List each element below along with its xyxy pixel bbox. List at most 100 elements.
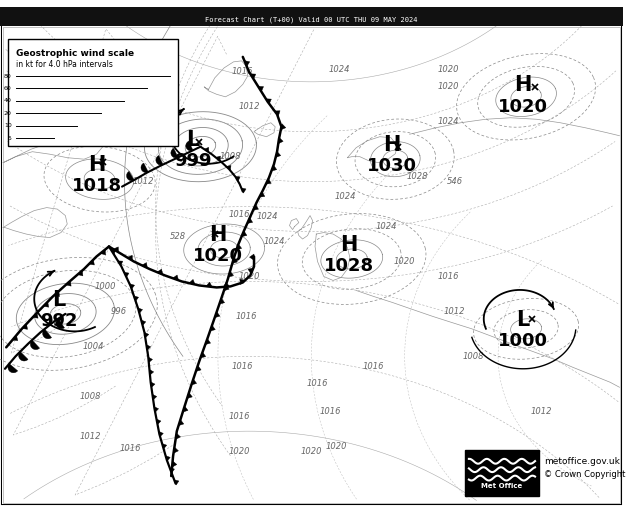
Polygon shape bbox=[204, 147, 209, 152]
Polygon shape bbox=[266, 179, 271, 184]
Polygon shape bbox=[148, 357, 152, 363]
Polygon shape bbox=[12, 336, 18, 341]
Polygon shape bbox=[172, 461, 177, 467]
Polygon shape bbox=[179, 420, 184, 426]
Polygon shape bbox=[54, 291, 60, 297]
Text: L: L bbox=[186, 130, 200, 150]
Text: Met Office: Met Office bbox=[481, 483, 523, 488]
Polygon shape bbox=[224, 285, 229, 291]
Polygon shape bbox=[170, 468, 175, 473]
Text: 1020: 1020 bbox=[238, 272, 260, 281]
Text: H: H bbox=[383, 135, 401, 155]
Polygon shape bbox=[145, 332, 149, 338]
Polygon shape bbox=[187, 392, 192, 399]
Text: 1016: 1016 bbox=[229, 210, 250, 219]
Text: 1020: 1020 bbox=[193, 247, 243, 265]
Polygon shape bbox=[276, 151, 281, 157]
Polygon shape bbox=[250, 254, 254, 260]
Text: 1012: 1012 bbox=[79, 431, 101, 441]
Polygon shape bbox=[174, 480, 179, 485]
Polygon shape bbox=[130, 284, 134, 289]
Text: 1020: 1020 bbox=[438, 65, 459, 74]
Polygon shape bbox=[220, 298, 225, 304]
Polygon shape bbox=[162, 444, 166, 449]
Text: H: H bbox=[209, 225, 227, 245]
Polygon shape bbox=[281, 124, 286, 130]
Polygon shape bbox=[175, 433, 180, 440]
Text: 1016: 1016 bbox=[232, 67, 253, 76]
Polygon shape bbox=[250, 74, 256, 79]
Polygon shape bbox=[56, 319, 65, 329]
Polygon shape bbox=[43, 329, 52, 339]
Text: 1024: 1024 bbox=[375, 222, 397, 231]
Polygon shape bbox=[191, 379, 196, 385]
Text: metoffice.gov.uk: metoffice.gov.uk bbox=[544, 457, 620, 466]
Text: 5: 5 bbox=[8, 136, 12, 141]
Text: 1024: 1024 bbox=[335, 192, 356, 201]
Polygon shape bbox=[228, 271, 234, 277]
Bar bbox=[0, 7, 623, 27]
Polygon shape bbox=[214, 312, 220, 318]
Text: © Crown Copyright: © Crown Copyright bbox=[544, 470, 625, 479]
Polygon shape bbox=[141, 163, 148, 172]
Text: 1008: 1008 bbox=[463, 352, 484, 361]
Text: L: L bbox=[516, 310, 530, 330]
Polygon shape bbox=[124, 272, 129, 278]
Polygon shape bbox=[275, 111, 280, 116]
Text: 1000: 1000 bbox=[95, 282, 116, 291]
Polygon shape bbox=[127, 255, 132, 261]
Text: 1012: 1012 bbox=[238, 102, 260, 111]
Polygon shape bbox=[173, 275, 179, 280]
Text: 1020: 1020 bbox=[326, 442, 347, 450]
Polygon shape bbox=[183, 406, 188, 412]
Text: 1012: 1012 bbox=[444, 307, 465, 316]
Polygon shape bbox=[236, 176, 240, 181]
Text: 1020: 1020 bbox=[229, 447, 250, 456]
Text: 1016: 1016 bbox=[235, 312, 257, 321]
Polygon shape bbox=[111, 250, 116, 254]
Polygon shape bbox=[118, 261, 123, 266]
Text: 1012: 1012 bbox=[531, 407, 552, 416]
Polygon shape bbox=[156, 155, 163, 165]
Text: 10: 10 bbox=[4, 123, 12, 128]
Text: 1030: 1030 bbox=[367, 157, 417, 175]
Polygon shape bbox=[77, 270, 83, 276]
Polygon shape bbox=[141, 263, 147, 268]
Polygon shape bbox=[205, 339, 211, 345]
Text: 60: 60 bbox=[4, 86, 12, 91]
Polygon shape bbox=[253, 205, 259, 210]
Text: 40: 40 bbox=[4, 98, 12, 104]
Text: 992: 992 bbox=[40, 312, 78, 330]
Polygon shape bbox=[259, 191, 265, 197]
Polygon shape bbox=[206, 282, 212, 287]
Polygon shape bbox=[157, 419, 161, 425]
Text: 999: 999 bbox=[174, 152, 212, 170]
Text: H: H bbox=[340, 235, 357, 255]
Text: 1020: 1020 bbox=[438, 82, 459, 91]
Polygon shape bbox=[44, 302, 49, 307]
Text: 1008: 1008 bbox=[220, 152, 241, 161]
Text: 1016: 1016 bbox=[319, 407, 340, 416]
Polygon shape bbox=[248, 268, 253, 274]
Polygon shape bbox=[8, 364, 18, 373]
Text: 1024: 1024 bbox=[257, 212, 278, 221]
Polygon shape bbox=[196, 365, 201, 371]
Polygon shape bbox=[22, 324, 28, 329]
Polygon shape bbox=[241, 188, 246, 193]
Polygon shape bbox=[89, 260, 94, 265]
Text: 1000: 1000 bbox=[498, 332, 548, 350]
Polygon shape bbox=[271, 165, 276, 171]
Polygon shape bbox=[189, 280, 195, 285]
Polygon shape bbox=[19, 351, 28, 361]
Text: 1016: 1016 bbox=[307, 379, 328, 388]
Polygon shape bbox=[138, 308, 143, 313]
Text: 1016: 1016 bbox=[120, 444, 141, 453]
Polygon shape bbox=[232, 258, 237, 264]
Polygon shape bbox=[127, 171, 134, 181]
Polygon shape bbox=[166, 456, 170, 461]
Polygon shape bbox=[30, 340, 40, 349]
Text: L: L bbox=[52, 290, 66, 310]
Text: 1012: 1012 bbox=[132, 177, 154, 186]
Bar bbox=[465, 449, 539, 496]
Text: 1016: 1016 bbox=[438, 272, 459, 281]
